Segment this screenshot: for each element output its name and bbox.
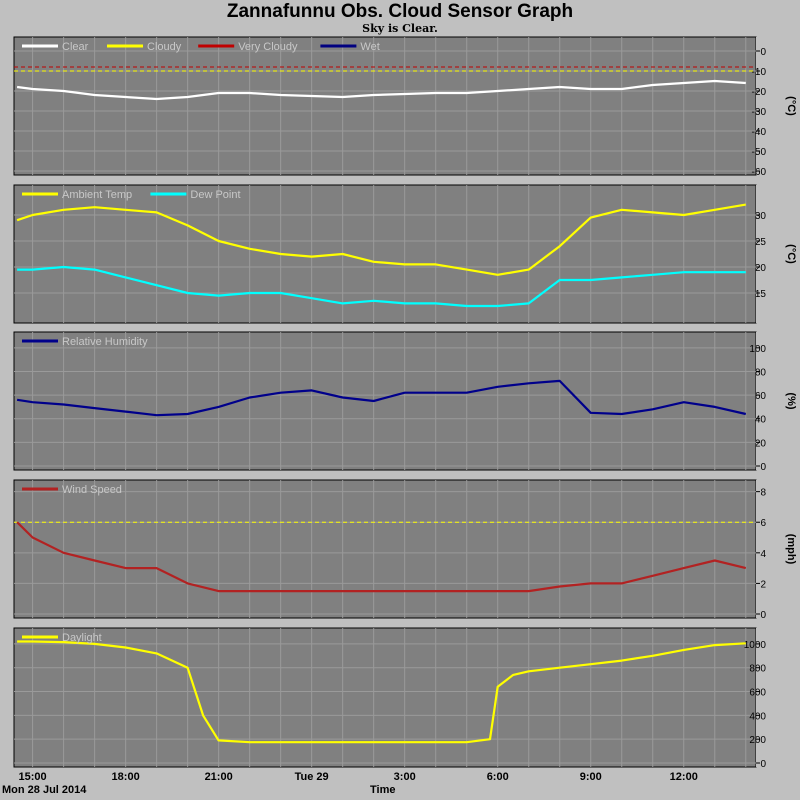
x-tick-label: 21:00 <box>205 771 233 783</box>
y-tick-label: 800 <box>749 664 766 675</box>
y-tick-label: -20 <box>752 87 767 98</box>
y-tick-label: 100 <box>749 344 766 355</box>
legend-label: Ambient Temp <box>62 189 132 201</box>
y-tick-label: 1000 <box>744 640 767 651</box>
y-tick-label: 20 <box>755 438 767 449</box>
y-axis-band <box>756 628 796 767</box>
legend-label: Dew Point <box>190 189 240 201</box>
y-axis-label: (mph) <box>785 534 797 565</box>
y-tick-label: 25 <box>755 237 767 248</box>
y-tick-label: 600 <box>749 688 766 699</box>
page-subtitle: Sky is Clear. <box>362 22 438 35</box>
y-tick-label: 0 <box>760 610 766 621</box>
series-line-relative-humidity <box>16 379 747 417</box>
y-tick-label: 2 <box>760 579 766 590</box>
y-tick-label: 60 <box>755 391 767 402</box>
footer-date: Mon 28 Jul 2014 <box>2 784 87 796</box>
y-tick-label: 20 <box>755 263 767 274</box>
series-line-daylight <box>17 640 746 744</box>
x-tick-label: Tue 29 <box>295 771 329 783</box>
y-tick-label: 40 <box>755 415 767 426</box>
legend-label: Very Cloudy <box>238 41 298 53</box>
x-tick-label: 18:00 <box>112 771 140 783</box>
y-tick-label: 0 <box>760 759 766 770</box>
series-line-ambient-temp <box>16 203 746 276</box>
y-axis-label: (°C) <box>785 244 797 264</box>
y-axis-label: (%) <box>785 392 797 409</box>
y-tick-label: 8 <box>760 488 766 499</box>
page-title: Zannafunnu Obs. Cloud Sensor Graph <box>226 1 574 22</box>
x-tick-label: 15:00 <box>19 771 47 783</box>
y-tick-label: 0 <box>760 47 766 58</box>
panel-1: 0 -10 -20 -30 -40 -50 -60 (°C) Clear Cloudy Very C… <box>13 36 797 178</box>
y-axis-label: (°C) <box>785 96 797 116</box>
legend-label: Wind Speed <box>62 484 122 496</box>
series-line-clear <box>16 79 746 101</box>
x-tick-label: 12:00 <box>670 771 698 783</box>
y-tick-label: 80 <box>755 367 767 378</box>
y-axis-band <box>756 185 796 323</box>
series-line-wind-speed <box>16 521 747 593</box>
y-axis-band <box>756 480 796 618</box>
panel-3: 100 80 60 40 20 0 (%) Relative Humidity <box>13 331 797 473</box>
x-tick-label: 9:00 <box>580 771 602 783</box>
y-tick-label: 15 <box>755 289 767 300</box>
plot-area <box>13 331 757 471</box>
legend-label: Relative Humidity <box>62 336 148 348</box>
panel-2: 30 25 20 15 (°C) Ambient Temp Dew Point <box>13 184 797 324</box>
x-axis-label: Time <box>370 784 396 796</box>
x-tick-label: 6:00 <box>487 771 509 783</box>
y-tick-label: 30 <box>755 211 767 222</box>
y-axis-band <box>756 37 796 175</box>
legend-label: Daylight <box>62 632 102 644</box>
plot-area <box>13 36 757 176</box>
y-tick-label: -60 <box>752 167 767 178</box>
y-tick-label: 4 <box>760 549 766 560</box>
y-axis-band <box>756 332 796 470</box>
x-tick-label: 3:00 <box>394 771 416 783</box>
legend-label: Wet <box>360 41 379 53</box>
legend-label: Clear <box>62 41 89 53</box>
y-tick-label: 200 <box>749 735 766 746</box>
y-tick-label: -50 <box>752 147 767 158</box>
y-tick-label: 6 <box>760 518 766 529</box>
plot-area <box>13 479 757 619</box>
plot-area <box>13 184 757 324</box>
y-tick-label: -40 <box>752 127 767 138</box>
series-line-dew-point <box>17 265 746 308</box>
legend-label: Cloudy <box>147 41 182 53</box>
y-tick-label: -10 <box>752 67 767 78</box>
panel-5: 1000 800 600 400 200 0 Daylight 15:00 18:00 21:00… <box>13 627 796 783</box>
y-tick-label: 0 <box>760 462 766 473</box>
y-tick-label: 400 <box>749 711 766 722</box>
panel-4: 8 6 4 2 0 (mph) Wind Speed <box>13 479 797 621</box>
plot-area <box>13 627 757 768</box>
y-tick-label: -30 <box>752 107 767 118</box>
